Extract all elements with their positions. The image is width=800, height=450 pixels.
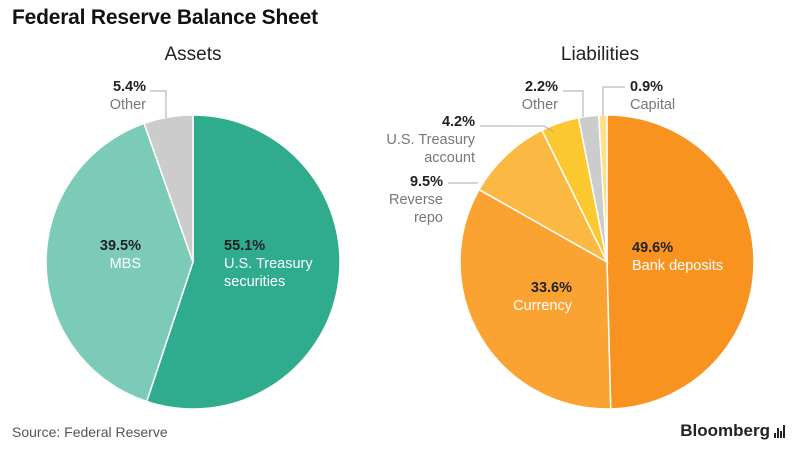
slice-percent: 33.6% [531, 280, 572, 296]
slice-label: Other [522, 97, 558, 113]
leader-line [602, 86, 625, 116]
slice-label: account [424, 150, 475, 166]
slice-label: repo [414, 210, 443, 226]
bar-chart-icon [774, 424, 786, 438]
leader-line [563, 90, 584, 117]
slice-label: Reverse [389, 192, 443, 208]
leader-line [150, 90, 167, 118]
pie-slice [145, 114, 341, 410]
slice-percent: 2.2% [525, 79, 558, 95]
slice-percent: 39.5% [100, 238, 141, 254]
slice-label: Capital [630, 97, 675, 113]
pie-liabilities: Liabilities 49.6% Bank deposits 33.6% Curren… [386, 44, 755, 410]
slice-label: Other [110, 97, 146, 113]
source-note: Source: Federal Reserve [12, 424, 168, 440]
slice-label: MBS [110, 256, 141, 272]
slice-percent: 4.2% [442, 114, 475, 130]
pie-slice [606, 114, 755, 410]
pie-slice [45, 122, 194, 403]
chart-title: Liabilities [561, 44, 639, 65]
slice-label: Currency [513, 298, 573, 314]
slice-percent: 9.5% [410, 174, 443, 190]
slice-percent: 5.4% [113, 79, 146, 95]
slice-label: securities [224, 274, 285, 290]
page-title: Federal Reserve Balance Sheet [12, 6, 318, 29]
slice-percent: 49.6% [632, 240, 673, 256]
pie-slice [478, 129, 609, 264]
slice-label: U.S. Treasury [224, 256, 313, 272]
pie-assets: Assets 55.1% U.S. Treasury securities 39.5% M… [45, 44, 341, 410]
leader-line [480, 125, 555, 133]
slice-label: Bank deposits [632, 258, 723, 274]
pie-slice [143, 114, 194, 263]
slice-percent: 0.9% [630, 79, 663, 95]
brand-logo: Bloomberg [680, 421, 786, 441]
chart-title: Assets [164, 44, 221, 65]
slice-percent: 55.1% [224, 238, 265, 254]
pie-slice [459, 188, 612, 410]
slice-label: U.S. Treasury [386, 132, 475, 148]
brand-name: Bloomberg [680, 421, 770, 440]
